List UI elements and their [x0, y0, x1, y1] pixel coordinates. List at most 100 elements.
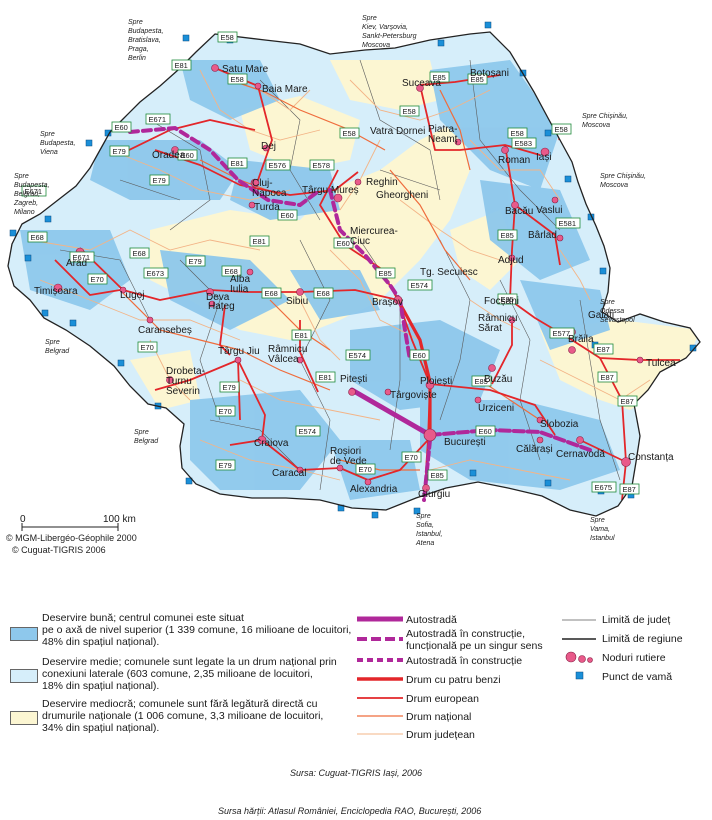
city-pitești: Pitești	[340, 374, 367, 385]
legend-poor-line1: Deservire mediocră; comunele sunt fără l…	[42, 698, 318, 710]
legend-good-line2: pe o axă de nivel superior (1 339 comune…	[42, 624, 352, 636]
node-pitesti	[348, 388, 356, 396]
legend-symbol-samples	[562, 619, 596, 680]
city-craiova: Craiova	[254, 438, 289, 449]
e-route-label: E60	[337, 239, 350, 248]
legend-judetean: Drum județean	[406, 729, 475, 741]
e-route-e79: E79	[219, 381, 240, 393]
e-route-box	[215, 459, 236, 471]
city-râmnicu-vâlcea: Râmnicu Vâlcea	[268, 344, 307, 365]
e-route-label: E60	[281, 211, 294, 220]
city-dej: Dej	[261, 141, 276, 152]
e-route-box	[111, 121, 132, 133]
e-route-e574: E574	[407, 279, 433, 291]
e-route-box	[87, 273, 108, 285]
e-route-e58: E58	[551, 123, 572, 135]
city-alba-iulia: Alba Iulia	[230, 274, 250, 295]
e-route-label: E70	[219, 407, 232, 416]
legend-region-limit: Limită de regiune	[602, 633, 683, 645]
autostrada	[128, 125, 592, 502]
e-route-box	[593, 343, 614, 355]
node-tg-jiu	[234, 356, 242, 364]
e-route-label: E671	[73, 253, 91, 262]
legend-poor-text: Deservire mediocră; comunele sunt fără l…	[42, 698, 323, 734]
e-route-e60: E60	[177, 149, 198, 161]
node-targoviste	[384, 388, 392, 396]
e-route-label: E577	[553, 329, 571, 338]
legend-county-limit: Limită de județ	[602, 614, 671, 626]
e-route-box	[475, 425, 496, 437]
e-route-label: E81	[253, 237, 266, 246]
legend-national: Drum național	[406, 711, 472, 723]
e-route-box	[21, 185, 47, 197]
scale-zero: 0	[20, 514, 26, 525]
e-route-label: E583	[515, 139, 533, 148]
e-route-box	[619, 483, 640, 495]
e-route-e58: E58	[217, 31, 238, 43]
e-route-e85: E85	[429, 71, 450, 83]
node-sibiu	[296, 288, 304, 296]
e-route-label: E68	[133, 249, 146, 258]
city-arad: Arad	[66, 258, 87, 269]
e-route-labels: E58 E81 E58 E671 E60 E79 E60 E81 E576 E578 E58 E85 E…	[21, 31, 640, 495]
e-route-box	[217, 31, 238, 43]
city-roman: Roman	[498, 155, 530, 166]
e-route-label: E675	[595, 483, 613, 492]
legend-good-text: Deservire bună; centrul comunei este sit…	[42, 612, 351, 648]
legend-node-small	[587, 657, 593, 663]
poor-service-bucovina	[330, 60, 440, 110]
e-route-box	[109, 145, 130, 157]
e-route-e60: E60	[277, 209, 298, 221]
node-tg-mures	[333, 193, 343, 203]
road-nodes	[53, 64, 644, 492]
e-route-e81: E81	[315, 371, 336, 383]
e-route-box	[277, 209, 298, 221]
e-route-e87: E87	[619, 483, 640, 495]
direction-label-1: Spre Budapesta, Bratislava, Praga, Berlin	[128, 19, 163, 62]
node-vaslui	[551, 196, 559, 204]
node-craiova	[257, 435, 267, 445]
e-route-label: E70	[141, 343, 154, 352]
city-caracal: Caracal	[272, 468, 306, 479]
e-route-box	[409, 349, 430, 361]
e-route-label: E85	[431, 471, 444, 480]
city-vaslui: Vaslui	[536, 205, 563, 216]
e-route-label: E574	[411, 281, 429, 290]
direction-label-5: Spre Chișinău, Moscova	[582, 113, 628, 129]
node-reghin	[354, 178, 362, 186]
e-route-label: E578	[313, 161, 331, 170]
node-constanta	[621, 457, 631, 467]
city-adjud: Adjud	[498, 255, 524, 266]
e-route-label: E79	[223, 383, 236, 392]
e-route-box	[309, 159, 335, 171]
e-route-box	[215, 405, 236, 417]
e-route-e68: E68	[261, 287, 282, 299]
e-route-label: E81	[231, 159, 244, 168]
legend-european: Drum european	[406, 693, 479, 705]
e-route-e673: E673	[143, 267, 169, 279]
e-route-box	[145, 113, 171, 125]
e-route-label: E70	[359, 465, 372, 474]
e-route-box	[177, 149, 198, 161]
source-note: Sursa: Cuguat-TIGRIS Iași, 2006	[290, 768, 423, 778]
node-satu-mare	[211, 64, 219, 72]
node-rm-sarat	[508, 316, 516, 324]
node-caransebes	[146, 316, 154, 324]
e-route-label: E70	[405, 453, 418, 462]
e-route-e671: E671	[21, 185, 47, 197]
e-route-label: E79	[113, 147, 126, 156]
e-route-e79: E79	[149, 174, 170, 186]
city-alexandria: Alexandria	[350, 484, 398, 495]
e-route-box	[69, 251, 95, 263]
e-route-box	[345, 349, 371, 361]
e-route-box	[221, 265, 242, 277]
legend-node-large	[565, 651, 577, 663]
city-slobozia: Slobozia	[540, 419, 579, 430]
city-labels: Satu Mare Baia Mare Oradea Dej Cluj-Napoca Tu…	[34, 64, 676, 500]
e-route-label: E58	[231, 75, 244, 84]
node-hateg	[208, 300, 216, 308]
e-route-box	[555, 217, 581, 229]
node-timisoara	[53, 283, 63, 293]
e-route-label: E79	[189, 257, 202, 266]
e-route-label: E671	[149, 115, 167, 124]
